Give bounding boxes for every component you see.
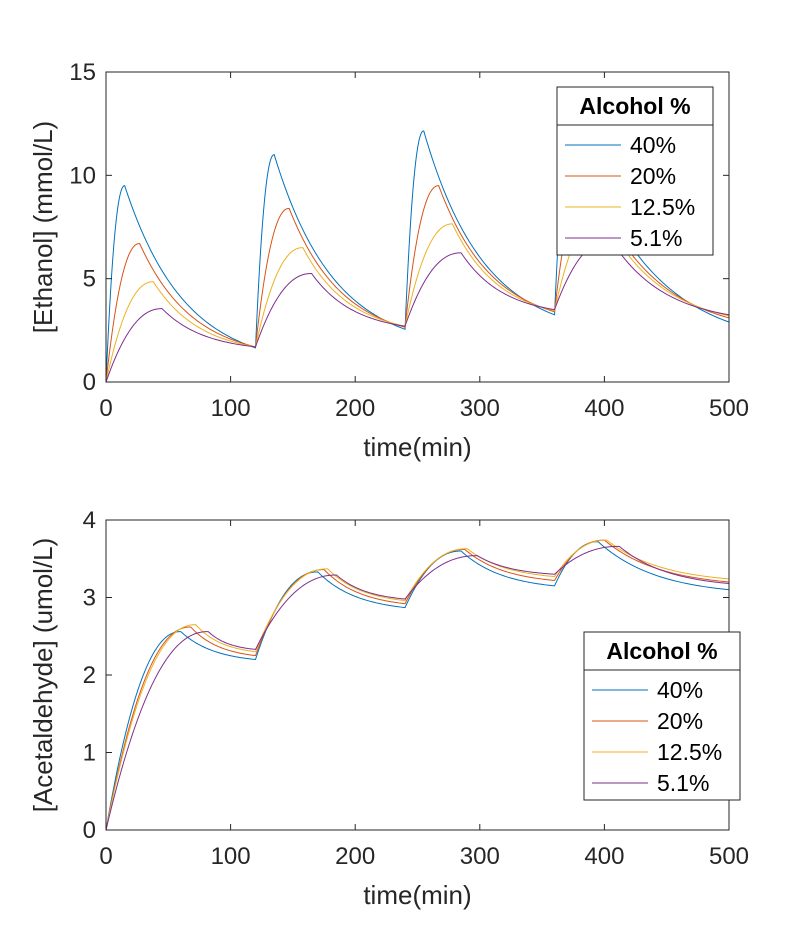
legend: Alcohol % 40% 20% 12.5% 5.1% bbox=[556, 86, 714, 256]
x-tick-label: 200 bbox=[335, 843, 375, 870]
x-tick-label: 0 bbox=[99, 395, 112, 422]
x-tick-label: 400 bbox=[584, 395, 624, 422]
x-tick-label: 200 bbox=[335, 395, 375, 422]
y-tick-label: 1 bbox=[83, 740, 96, 767]
x-tick-label: 500 bbox=[709, 843, 749, 870]
y-tick-label: 4 bbox=[83, 507, 96, 534]
y-tick-label: 5 bbox=[83, 266, 96, 293]
legend-title: Alcohol % bbox=[606, 638, 717, 664]
legend-box bbox=[583, 631, 741, 801]
y-tick-label: 2 bbox=[83, 662, 96, 689]
legend-entry-label: 5.1% bbox=[630, 225, 682, 251]
y-tick-label: 0 bbox=[83, 369, 96, 396]
series-line-125-pct bbox=[106, 539, 729, 830]
y-tick-label: 15 bbox=[69, 59, 96, 86]
x-axis-label: time(min) bbox=[363, 432, 471, 462]
plot-frame bbox=[105, 71, 730, 383]
x-tick-label: 500 bbox=[709, 395, 749, 422]
x-tick-label: 300 bbox=[460, 843, 500, 870]
ethanol-chart: 0 100 200 300 400 500 0 5 10 15 time(min) [Ethanol]… bbox=[28, 59, 749, 462]
x-tick-label: 300 bbox=[460, 395, 500, 422]
x-tick-label: 0 bbox=[99, 843, 112, 870]
legend-entry-label: 40% bbox=[657, 677, 703, 703]
legend-box bbox=[556, 86, 714, 256]
series-line-51-pct bbox=[106, 545, 729, 830]
legend-entry-label: 12.5% bbox=[630, 194, 695, 220]
x-tick-label: 100 bbox=[211, 843, 251, 870]
y-axis-label: [Acetaldehyde] (umol/L) bbox=[28, 538, 58, 813]
legend: Alcohol % 40% 20% 12.5% 5.1% bbox=[583, 631, 741, 801]
legend-title: Alcohol % bbox=[579, 93, 690, 119]
legend-entry-label: 40% bbox=[630, 132, 676, 158]
legend-entry-label: 12.5% bbox=[657, 739, 722, 765]
legend-entry-label: 20% bbox=[630, 163, 676, 189]
x-tick-label: 100 bbox=[211, 395, 251, 422]
legend-entry-label: 5.1% bbox=[657, 770, 709, 796]
x-axis-label: time(min) bbox=[363, 880, 471, 910]
acetaldehyde-chart: 0 100 200 300 400 500 0 1 2 3 4 time(min) [Acetaldeh… bbox=[28, 507, 749, 910]
x-tick-label: 400 bbox=[584, 843, 624, 870]
series-group bbox=[106, 539, 729, 830]
y-tick-label: 0 bbox=[83, 817, 96, 844]
legend-entry-label: 20% bbox=[657, 708, 703, 734]
y-tick-label: 3 bbox=[83, 585, 96, 612]
y-axis-label: [Ethanol] (mmol/L) bbox=[28, 121, 58, 333]
y-tick-label: 10 bbox=[69, 162, 96, 189]
